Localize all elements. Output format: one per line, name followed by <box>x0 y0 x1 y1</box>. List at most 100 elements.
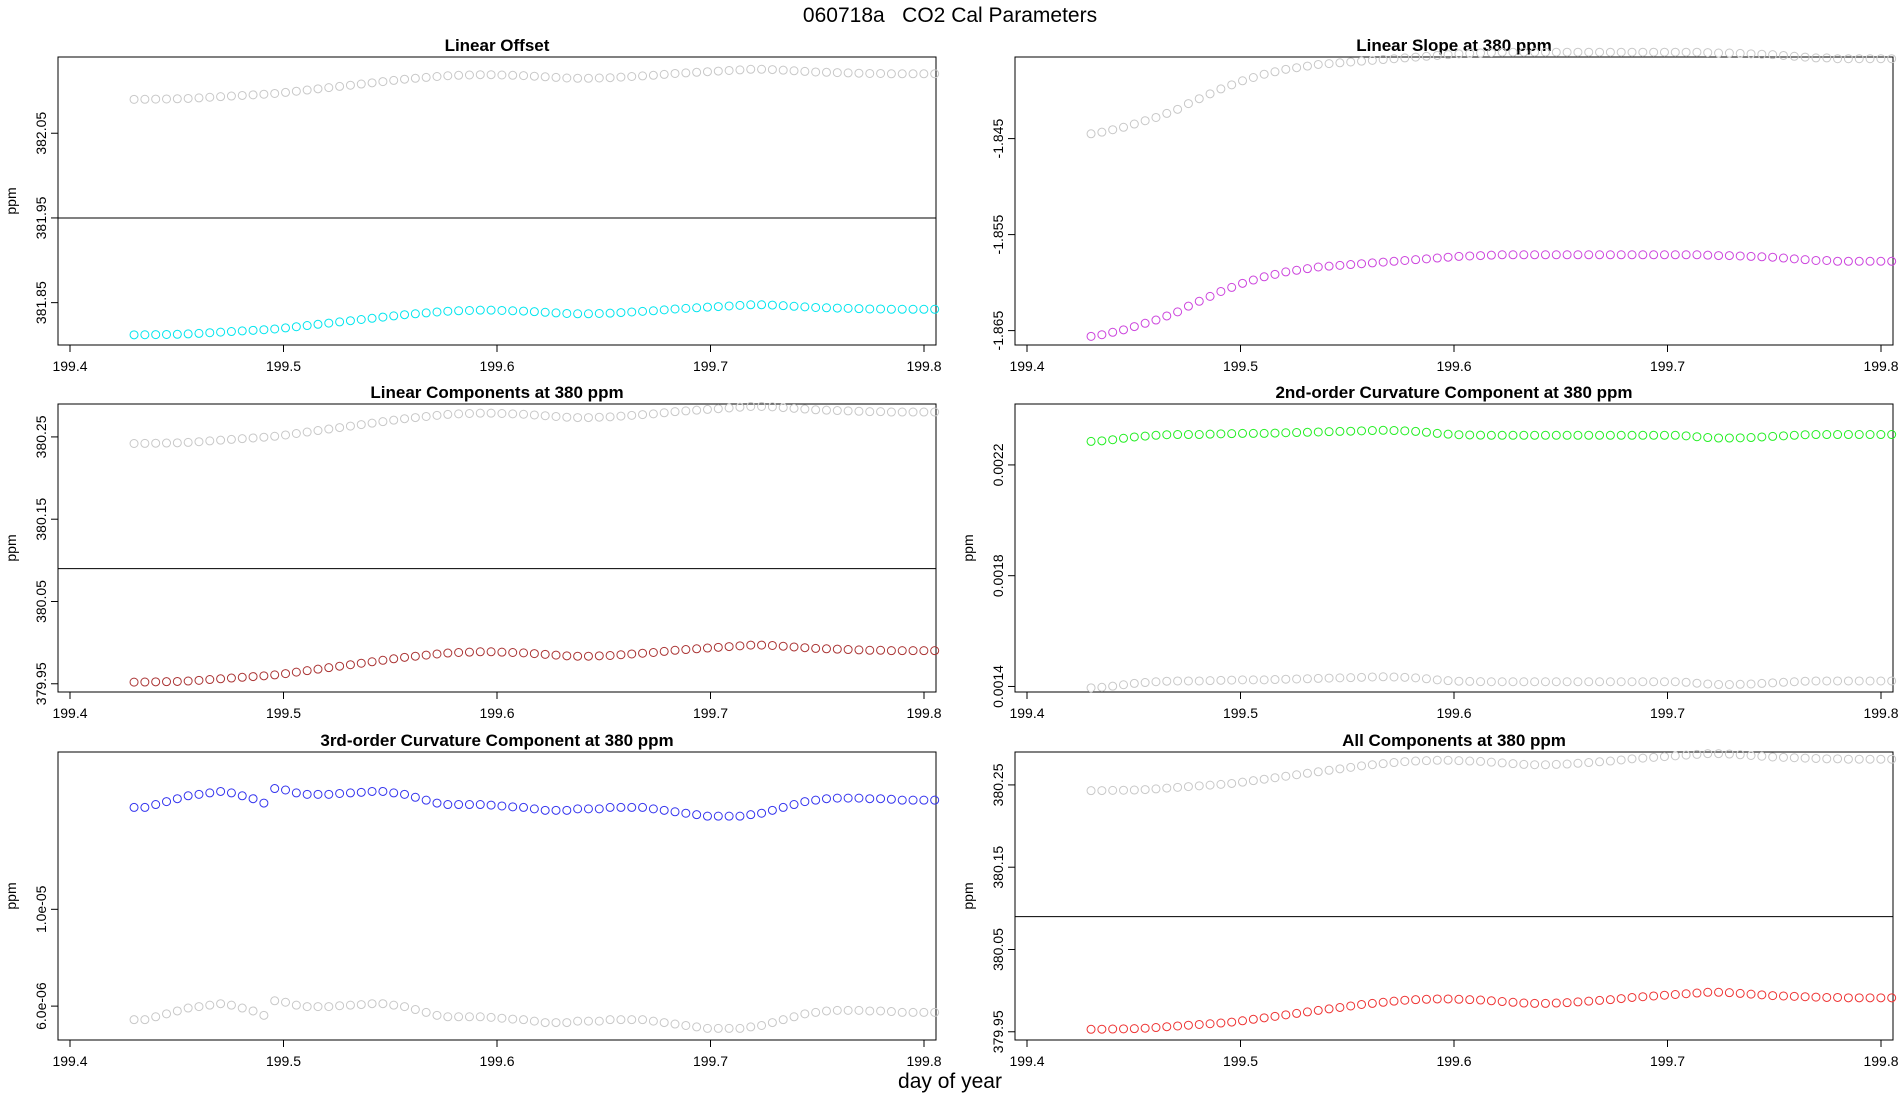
data-point <box>540 72 550 82</box>
data-point <box>1259 428 1269 438</box>
data-point <box>1649 250 1659 260</box>
data-point <box>1119 325 1129 335</box>
series-parameter <box>1086 425 1897 446</box>
data-point <box>324 83 334 93</box>
x-tick-label: 199.4 <box>52 1053 87 1069</box>
data-point <box>1173 782 1183 792</box>
data-point <box>1432 994 1442 1004</box>
data-point <box>1605 250 1615 260</box>
data-point <box>1357 259 1367 269</box>
x-tick-label: 199.6 <box>479 705 514 721</box>
data-point <box>519 802 529 812</box>
data-point <box>1454 251 1464 261</box>
data-point <box>821 405 831 415</box>
data-point <box>1833 256 1843 266</box>
data-point <box>1162 108 1172 118</box>
data-point <box>594 73 604 83</box>
data-point <box>1508 677 1518 687</box>
data-point <box>1205 89 1215 99</box>
data-point <box>1714 987 1724 997</box>
data-point <box>508 802 518 812</box>
data-point <box>1270 428 1280 438</box>
data-point <box>1097 1024 1107 1034</box>
data-point <box>811 302 821 312</box>
data-point <box>1497 997 1507 1007</box>
data-point <box>270 670 280 680</box>
data-point <box>1270 67 1280 77</box>
data-point <box>335 661 345 671</box>
data-point <box>1140 116 1150 126</box>
data-point <box>573 1016 583 1026</box>
data-point <box>1270 675 1280 685</box>
data-point <box>865 68 875 78</box>
data-point <box>281 997 291 1007</box>
data-point <box>1703 749 1713 759</box>
data-point <box>1822 676 1832 686</box>
data-point <box>746 640 756 650</box>
plot-frame <box>57 751 937 1041</box>
data-point <box>281 323 291 333</box>
data-point <box>1097 330 1107 340</box>
data-point <box>627 71 637 81</box>
data-point <box>583 73 593 83</box>
data-point <box>670 1019 680 1029</box>
data-point <box>638 410 648 420</box>
data-point <box>886 407 896 417</box>
data-point <box>1183 99 1193 109</box>
data-point <box>1800 676 1810 686</box>
data-point <box>930 646 940 656</box>
data-point <box>172 676 182 686</box>
y-axis-label: ppm <box>3 882 19 909</box>
data-point <box>1346 260 1356 270</box>
data-point <box>713 642 723 652</box>
data-point <box>1800 430 1810 440</box>
data-point <box>140 94 150 104</box>
data-point <box>1454 49 1464 59</box>
data-point <box>1140 431 1150 441</box>
data-point <box>1367 55 1377 65</box>
data-point <box>811 67 821 77</box>
data-point <box>767 300 777 310</box>
data-point <box>1270 1011 1280 1021</box>
data-point <box>194 675 204 685</box>
x-tick-label: 199.6 <box>479 1053 514 1069</box>
data-point <box>1292 674 1302 684</box>
data-point <box>1735 988 1745 998</box>
data-point <box>1519 250 1529 260</box>
data-point <box>616 802 626 812</box>
data-point <box>367 999 377 1009</box>
data-point <box>1789 677 1799 687</box>
data-point <box>1789 254 1799 264</box>
data-point <box>1238 278 1248 288</box>
data-point <box>248 433 258 443</box>
data-point <box>1724 680 1734 690</box>
data-point <box>1454 756 1464 766</box>
data-point <box>1692 250 1702 260</box>
data-point <box>378 77 388 87</box>
data-point <box>162 1009 172 1019</box>
data-point <box>702 811 712 821</box>
data-point <box>421 308 431 318</box>
data-point <box>1822 255 1832 265</box>
data-point <box>1183 782 1193 792</box>
data-point <box>1432 675 1442 685</box>
data-point <box>1519 47 1529 57</box>
data-point <box>270 88 280 98</box>
data-point <box>1595 995 1605 1005</box>
data-point <box>1681 750 1691 760</box>
data-point <box>1476 48 1486 58</box>
data-point <box>1670 989 1680 999</box>
x-tick-label: 199.8 <box>906 358 941 374</box>
data-point <box>1789 430 1799 440</box>
data-point <box>1465 430 1475 440</box>
data-point <box>702 1023 712 1033</box>
data-point <box>1335 764 1345 774</box>
data-point <box>1335 260 1345 270</box>
y-axis-label: ppm <box>960 534 976 561</box>
y-tick-label: 0.0014 <box>990 665 1006 708</box>
data-point <box>1367 998 1377 1008</box>
data-point <box>194 1002 204 1012</box>
data-point <box>1302 768 1312 778</box>
data-point <box>1876 676 1886 686</box>
data-point <box>551 805 561 815</box>
